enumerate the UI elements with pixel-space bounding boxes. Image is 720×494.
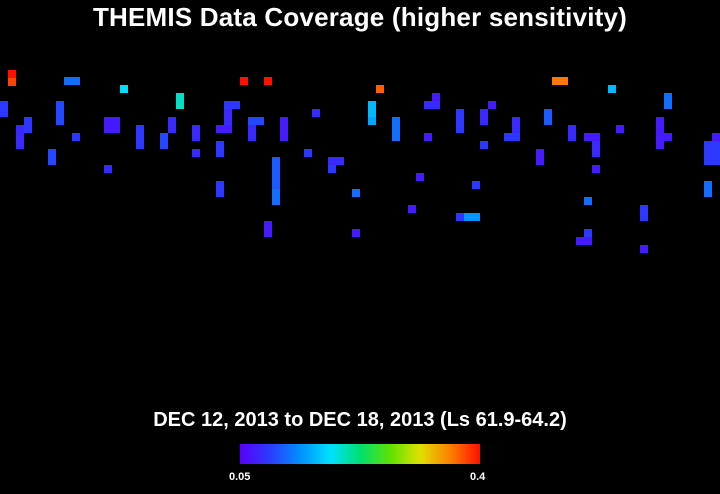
coverage-cell — [56, 101, 64, 125]
coverage-cell — [504, 133, 520, 141]
coverage-cell — [584, 229, 592, 237]
coverage-cell — [712, 133, 720, 141]
coverage-cell — [136, 125, 144, 149]
coverage-cell — [224, 101, 240, 109]
coverage-cell — [592, 165, 600, 173]
coverage-cell — [72, 133, 80, 141]
coverage-cell — [592, 141, 600, 157]
coverage-cell — [24, 117, 32, 133]
coverage-cell — [456, 213, 464, 221]
coverage-cell — [328, 165, 336, 173]
coverage-cell — [656, 117, 664, 149]
coverage-cell — [328, 157, 344, 165]
coverage-cell — [248, 125, 256, 141]
coverage-cell — [0, 101, 8, 117]
coverage-map — [0, 40, 720, 390]
coverage-cell — [64, 77, 80, 85]
coverage-cell — [432, 93, 440, 101]
coverage-cell — [352, 189, 360, 197]
coverage-cell — [104, 165, 112, 173]
coverage-cell — [480, 141, 488, 149]
coverage-cell — [104, 117, 120, 133]
coverage-cell — [224, 109, 232, 133]
coverage-cell — [248, 117, 264, 125]
colorbar-max-label: 0.4 — [470, 471, 486, 483]
coverage-cell — [640, 205, 648, 221]
coverage-cell — [664, 93, 672, 109]
coverage-cell — [368, 117, 376, 125]
coverage-cell — [8, 70, 16, 78]
coverage-cell — [464, 213, 480, 221]
date-range-label: DEC 12, 2013 to DEC 18, 2013 (Ls 61.9-64… — [153, 409, 567, 431]
coverage-cell — [216, 125, 232, 133]
coverage-cell — [472, 181, 480, 189]
coverage-cell — [216, 141, 224, 157]
coverage-map-svg — [0, 70, 720, 253]
coverage-cell — [176, 93, 184, 109]
coverage-cell — [216, 181, 224, 197]
coverage-cell — [352, 229, 360, 237]
coverage-cell — [16, 125, 24, 149]
coverage-cell — [280, 117, 288, 141]
coverage-cell — [576, 237, 592, 245]
coverage-cell — [272, 189, 280, 197]
coverage-cell — [272, 157, 280, 189]
coverage-cell — [584, 197, 592, 205]
coverage-cell — [480, 109, 488, 125]
coverage-cell — [488, 101, 496, 109]
coverage-cell — [424, 133, 432, 141]
coverage-cell — [272, 197, 280, 205]
coverage-cell — [424, 101, 440, 109]
colorbar — [240, 444, 480, 464]
coverage-cell — [544, 109, 552, 125]
coverage-cell — [192, 125, 200, 141]
coverage-cell — [8, 78, 16, 86]
coverage-cell — [304, 149, 312, 157]
coverage-cell — [704, 181, 712, 197]
coverage-cell — [640, 245, 648, 253]
coverage-cell — [264, 77, 272, 85]
coverage-cell — [456, 109, 464, 133]
coverage-cell — [192, 149, 200, 157]
colorbar-gradient — [240, 444, 480, 464]
coverage-cell — [264, 221, 272, 237]
colorbar-bar — [240, 444, 480, 464]
coverage-cell — [408, 205, 416, 213]
coverage-cell — [312, 109, 320, 117]
coverage-cell — [160, 133, 168, 149]
coverage-cell — [552, 77, 568, 85]
coverage-cell — [704, 141, 720, 165]
coverage-cell — [376, 85, 384, 93]
coverage-cell — [168, 117, 176, 133]
coverage-cell — [616, 125, 624, 133]
coverage-cell — [512, 117, 520, 141]
coverage-cell — [536, 149, 544, 165]
coverage-cell — [416, 173, 424, 181]
coverage-cell — [240, 77, 248, 85]
coverage-cell — [584, 133, 600, 141]
chart-title: THEMIS Data Coverage (higher sensitivity… — [92, 2, 628, 32]
coverage-cell — [48, 149, 56, 165]
coverage-cell — [608, 85, 616, 93]
coverage-cell — [392, 117, 400, 141]
colorbar-min-label: 0.05 — [229, 471, 251, 483]
coverage-cell — [568, 125, 576, 141]
coverage-cell — [368, 101, 376, 125]
coverage-cell — [120, 85, 128, 93]
